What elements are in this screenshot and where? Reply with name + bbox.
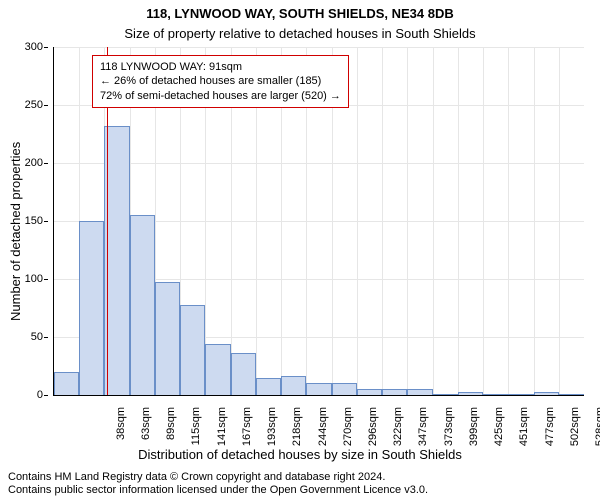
footer-line-2: Contains public sector information licen… [8,484,592,498]
chart-subtitle: Size of property relative to detached ho… [0,26,600,41]
x-tick-label: 347sqm [417,407,429,457]
y-tick-label: 200 [0,157,43,169]
histogram-bar [180,305,205,395]
histogram-bar [433,394,458,395]
x-tick-label: 63sqm [140,407,152,457]
y-tick-label: 150 [0,215,43,227]
histogram-bar [130,215,155,395]
footer: Contains HM Land Registry data © Crown c… [8,471,592,499]
histogram-bar [256,378,281,395]
x-tick-label: 373sqm [443,407,455,457]
histogram-bar [104,126,129,395]
histogram-bar [483,394,508,395]
y-tick-label: 50 [0,331,43,343]
histogram-bar [458,392,483,395]
x-tick-label: 322sqm [392,407,404,457]
x-tick-label: 218sqm [291,407,303,457]
histogram-bar [205,344,230,395]
grid-line-v [407,47,408,395]
x-tick-label: 115sqm [190,407,202,457]
x-tick-label: 270sqm [342,407,354,457]
grid-line-v [382,47,383,395]
x-tick-label: 399sqm [468,407,480,457]
x-tick-label: 477sqm [544,407,556,457]
histogram-bar [407,389,432,395]
histogram-bar [534,392,559,395]
histogram-bar [155,282,180,395]
grid-line-h [54,47,584,48]
grid-line-v [559,47,560,395]
chart-title: 118, LYNWOOD WAY, SOUTH SHIELDS, NE34 8D… [0,6,600,21]
x-tick-label: 89sqm [165,407,177,457]
grid-line-v [534,47,535,395]
grid-line-v [508,47,509,395]
annotation-line-3: 72% of semi-detached houses are larger (… [100,89,341,103]
histogram-bar [357,389,382,395]
grid-line-v [483,47,484,395]
grid-line-v [458,47,459,395]
annotation-box: 118 LYNWOOD WAY: 91sqm ← 26% of detached… [92,55,349,108]
histogram-bar [508,394,533,395]
histogram-bar [231,353,256,395]
y-tick-label: 250 [0,99,43,111]
grid-line-v [433,47,434,395]
histogram-bar [306,383,331,395]
footer-line-1: Contains HM Land Registry data © Crown c… [8,471,592,485]
y-tick-label: 100 [0,273,43,285]
x-tick-label: 141sqm [216,407,228,457]
x-tick-label: 451sqm [518,407,530,457]
x-tick-label: 528sqm [594,407,600,457]
histogram-bar [382,389,407,395]
y-tick-label: 300 [0,41,43,53]
x-tick-label: 244sqm [317,407,329,457]
x-tick-label: 425sqm [493,407,505,457]
histogram-bar [559,394,584,395]
x-tick-label: 38sqm [115,407,127,457]
x-tick-label: 167sqm [241,407,253,457]
chart-container: 118, LYNWOOD WAY, SOUTH SHIELDS, NE34 8D… [0,0,600,500]
grid-line-v [357,47,358,395]
grid-line-h [54,163,584,164]
annotation-line-1: 118 LYNWOOD WAY: 91sqm [100,60,341,74]
x-tick-label: 193sqm [266,407,278,457]
histogram-bar [54,372,79,395]
histogram-bar [332,383,357,395]
histogram-bar [79,221,104,395]
x-tick-label: 502sqm [569,407,581,457]
histogram-bar [281,376,306,395]
x-tick-label: 296sqm [367,407,379,457]
y-tick-label: 0 [0,389,43,401]
annotation-line-2: ← 26% of detached houses are smaller (18… [100,74,341,88]
